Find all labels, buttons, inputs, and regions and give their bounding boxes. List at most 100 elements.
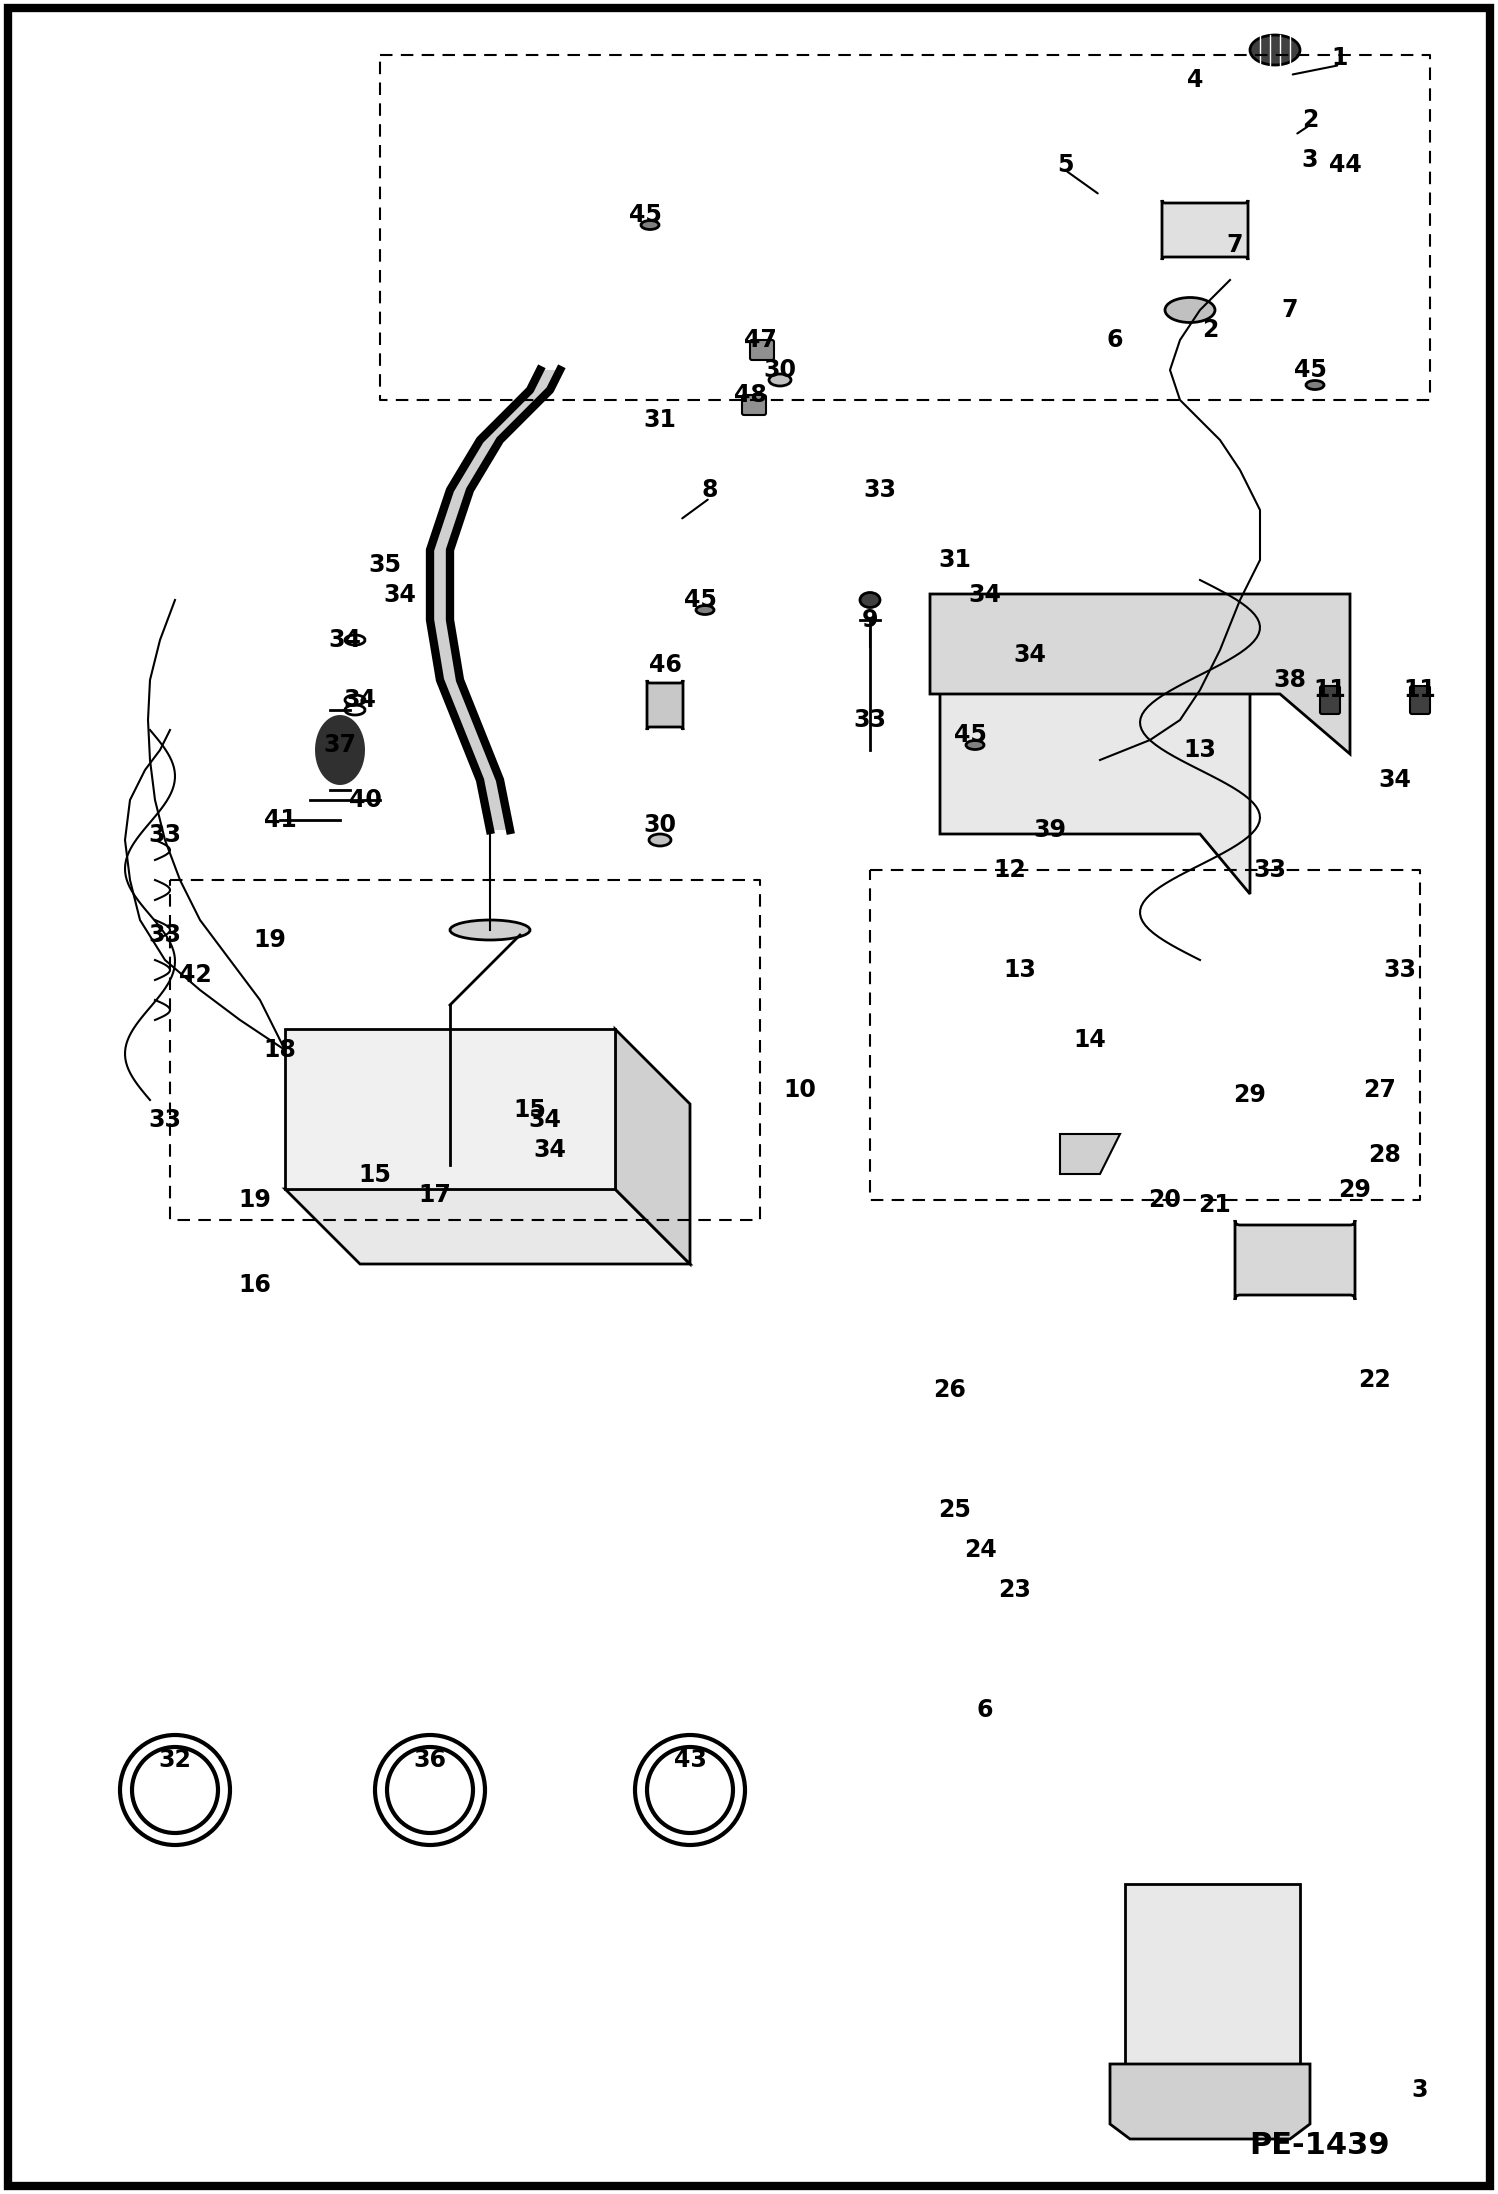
Text: 34: 34 [529,1108,562,1132]
Text: 28: 28 [1369,1143,1402,1167]
Text: 40: 40 [349,788,382,812]
Text: 25: 25 [939,1499,971,1523]
Text: 22: 22 [1359,1369,1392,1391]
Text: 15: 15 [514,1097,547,1121]
Text: 26: 26 [933,1378,966,1402]
Text: 41: 41 [264,807,297,832]
Text: 2: 2 [1201,318,1218,342]
Polygon shape [430,621,460,680]
Text: 18: 18 [264,1038,297,1062]
Text: 6: 6 [1107,327,1124,351]
Text: 34: 34 [1378,768,1411,792]
Text: 45: 45 [954,724,987,746]
Polygon shape [315,715,366,785]
Polygon shape [449,441,500,489]
Polygon shape [430,489,470,551]
Polygon shape [1110,2065,1309,2139]
Text: 19: 19 [238,1187,271,1211]
Text: 11: 11 [1314,678,1347,702]
Text: 33: 33 [1384,959,1417,983]
Text: 1: 1 [1332,46,1348,70]
Ellipse shape [649,834,671,847]
Ellipse shape [1306,380,1324,391]
Text: PE-1439: PE-1439 [1249,2130,1390,2159]
Text: 31: 31 [644,408,677,432]
Text: 17: 17 [418,1183,451,1207]
Text: 47: 47 [743,327,776,351]
Ellipse shape [1249,35,1300,66]
Text: 44: 44 [1329,154,1362,178]
Text: 38: 38 [1273,667,1306,691]
Text: 13: 13 [1183,737,1216,761]
Text: 36: 36 [413,1749,446,1773]
Text: 23: 23 [999,1577,1032,1602]
Text: 34: 34 [533,1139,566,1163]
FancyBboxPatch shape [750,340,774,360]
Text: 33: 33 [1254,858,1287,882]
Text: 3: 3 [1411,2078,1428,2102]
Text: 45: 45 [683,588,716,612]
Text: 29: 29 [1233,1084,1266,1108]
Text: 9: 9 [861,608,878,632]
Ellipse shape [641,222,659,230]
Text: 30: 30 [644,814,677,836]
Ellipse shape [697,606,715,614]
Polygon shape [616,1029,691,1264]
Text: 48: 48 [734,384,767,408]
Text: 11: 11 [1404,678,1437,702]
Text: 15: 15 [358,1163,391,1187]
Text: 45: 45 [1294,358,1326,382]
Ellipse shape [768,373,791,386]
FancyBboxPatch shape [647,680,683,731]
Ellipse shape [966,742,984,750]
FancyBboxPatch shape [1162,200,1248,261]
Text: 33: 33 [148,823,181,847]
Ellipse shape [449,919,530,939]
Polygon shape [509,391,550,410]
Text: 35: 35 [369,553,401,577]
Text: 34: 34 [383,584,416,608]
Text: 7: 7 [1227,233,1243,257]
Text: 31: 31 [939,548,971,573]
Text: 39: 39 [1034,818,1067,842]
Text: 2: 2 [1302,108,1318,132]
Polygon shape [1061,1134,1121,1174]
FancyBboxPatch shape [1410,687,1431,713]
Text: 29: 29 [1339,1178,1372,1202]
Polygon shape [930,595,1350,755]
Text: 34: 34 [1014,643,1047,667]
Polygon shape [440,680,479,731]
FancyBboxPatch shape [1320,687,1341,713]
Polygon shape [1125,1885,1300,2073]
Ellipse shape [1165,298,1215,323]
Text: 5: 5 [1056,154,1073,178]
FancyBboxPatch shape [1234,1220,1356,1301]
Polygon shape [285,1189,691,1264]
Polygon shape [941,614,1249,893]
Text: 4: 4 [1186,68,1203,92]
Ellipse shape [860,592,879,608]
Text: 27: 27 [1363,1077,1396,1101]
Text: 33: 33 [854,709,887,733]
Text: 34: 34 [343,689,376,713]
Text: 14: 14 [1074,1029,1107,1051]
Text: 42: 42 [178,963,211,987]
Text: 43: 43 [674,1749,707,1773]
Text: 33: 33 [148,1108,181,1132]
Text: 12: 12 [993,858,1026,882]
Text: 34: 34 [969,584,1002,608]
Text: 20: 20 [1149,1187,1182,1211]
Text: 10: 10 [783,1077,816,1101]
Text: 32: 32 [159,1749,192,1773]
Text: 7: 7 [1282,298,1299,323]
Text: 34: 34 [328,627,361,652]
Text: 46: 46 [649,654,682,678]
Text: 33: 33 [863,478,896,502]
Text: 24: 24 [963,1538,996,1562]
Text: 16: 16 [238,1273,271,1297]
FancyBboxPatch shape [742,395,765,415]
Text: 30: 30 [764,358,797,382]
Text: 8: 8 [701,478,718,502]
Text: 33: 33 [148,924,181,948]
Text: 19: 19 [253,928,286,952]
